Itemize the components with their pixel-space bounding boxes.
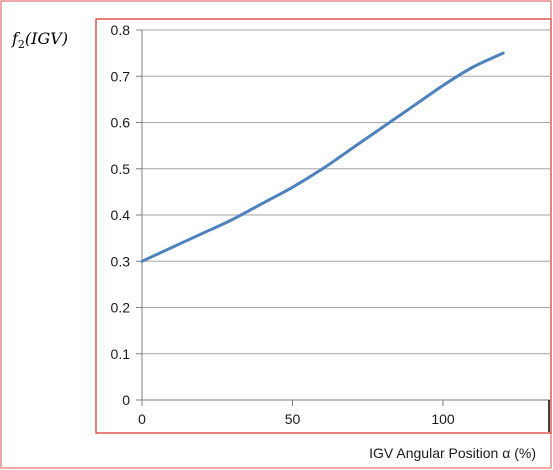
y-axis-label-arg: (IGV) bbox=[25, 29, 68, 48]
y-tick-labels: 0 0.1 0.2 0.3 0.4 0.5 0.6 0.7 0.8 bbox=[111, 22, 131, 408]
plot-area-border bbox=[95, 18, 552, 434]
y-axis-label-f: f bbox=[11, 29, 21, 48]
x-tick-label: 0 bbox=[138, 411, 146, 427]
y-tick-label: 0.7 bbox=[111, 68, 131, 84]
y-tick-label: 0.4 bbox=[111, 207, 131, 223]
y-tick-label: 0.1 bbox=[111, 346, 131, 362]
axes bbox=[141, 30, 550, 432]
x-tick-label: 50 bbox=[285, 411, 301, 427]
y-axis-label: f2(IGV) bbox=[11, 29, 68, 51]
x-axis-label: IGV Angular Position α (%) bbox=[369, 445, 536, 461]
y-tick-label: 0.3 bbox=[111, 253, 131, 269]
y-tick-label: 0.2 bbox=[111, 300, 131, 316]
x-tick-label: 100 bbox=[431, 411, 455, 427]
y-tick-label: 0.5 bbox=[111, 161, 131, 177]
y-axis-label-sub: 2 bbox=[18, 38, 25, 51]
y-tick-label: 0.8 bbox=[111, 22, 131, 38]
x-tick-labels: 0 50 100 bbox=[138, 411, 455, 427]
gridlines bbox=[136, 29, 550, 401]
series-group bbox=[140, 51, 505, 263]
y-tick-label: 0.6 bbox=[111, 115, 131, 131]
series-line bbox=[140, 51, 505, 263]
y-tick-label: 0 bbox=[122, 392, 130, 408]
